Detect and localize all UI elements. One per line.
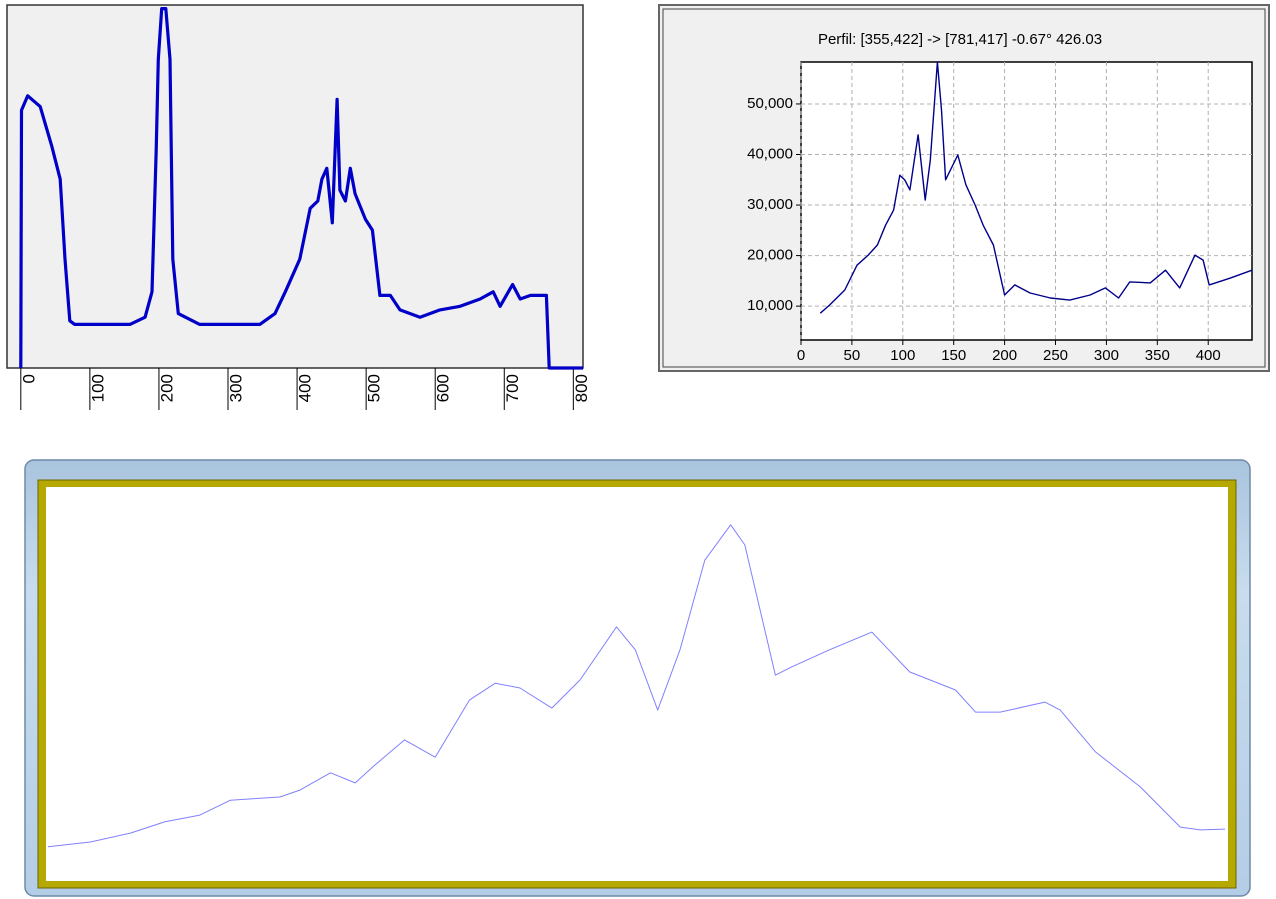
profile-inner-frame (662, 8, 1266, 368)
x-tick-label: 0 (19, 374, 38, 383)
x-tick-label: 100 (890, 347, 915, 364)
line (819, 61, 1253, 314)
y-tick-label: 40,000 (747, 145, 793, 162)
line (19, 7, 583, 370)
x-tick-label: 400 (1196, 347, 1221, 364)
x-tick-label: 500 (365, 374, 384, 402)
y-tick-label: 10,000 (747, 297, 793, 314)
x-tick-label: 350 (1145, 347, 1170, 364)
x-tick-label: 250 (1043, 347, 1068, 364)
x-tick-label: 50 (844, 347, 861, 364)
histogram-panel (6, 4, 584, 369)
x-tick-label: 400 (296, 374, 315, 402)
x-tick-label: 800 (572, 374, 591, 402)
chart-title: Perfil: [355,422] -> [781,417] -0.67° 42… (818, 31, 1102, 48)
y-tick-label: 20,000 (747, 247, 793, 264)
y-tick-label: 50,000 (747, 95, 793, 112)
x-tick-label: 200 (157, 374, 176, 402)
x-tick-label: 700 (503, 374, 522, 402)
profile-plot (800, 61, 1253, 341)
smooth-plot (46, 487, 1228, 881)
x-tick-label: 300 (1094, 347, 1119, 364)
x-tick-label: 200 (992, 347, 1017, 364)
line (47, 524, 1226, 848)
y-tick-label: 30,000 (747, 196, 793, 213)
x-tick-label: 150 (941, 347, 966, 364)
x-tick-label: 300 (226, 374, 245, 402)
x-tick-label: 0 (797, 347, 805, 364)
x-tick-label: 600 (434, 374, 453, 402)
x-tick-label: 100 (88, 374, 107, 402)
